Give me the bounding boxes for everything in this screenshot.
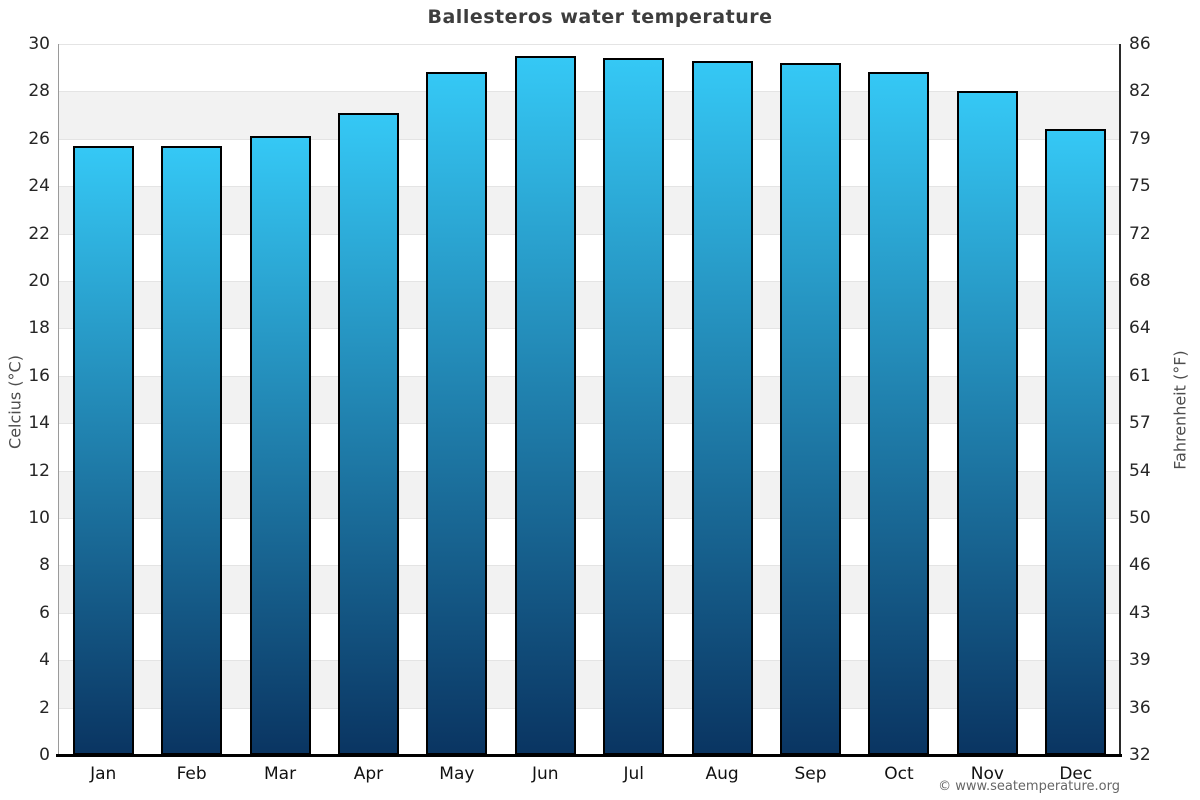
bar-jul[interactable] bbox=[603, 58, 665, 755]
y-axis-tick-fahrenheit: 72 bbox=[1129, 223, 1151, 244]
x-axis-label: Nov bbox=[970, 764, 1004, 784]
y-axis-tick-celsius: 18 bbox=[28, 318, 50, 339]
copyright-credit: © www.seatemperature.org bbox=[938, 779, 1120, 794]
y-axis-tick-fahrenheit: 39 bbox=[1129, 650, 1151, 671]
x-axis-label: Feb bbox=[176, 764, 207, 784]
bar-dec[interactable] bbox=[1045, 129, 1107, 755]
plot-band bbox=[59, 612, 1120, 661]
gridline bbox=[59, 138, 1120, 140]
x-axis-label: Apr bbox=[353, 764, 384, 784]
x-axis-label: Aug bbox=[705, 764, 739, 784]
plot-band bbox=[59, 138, 1120, 187]
plot-band bbox=[59, 375, 1120, 424]
gridline bbox=[59, 281, 1120, 282]
gridline bbox=[59, 660, 1120, 662]
plot-band bbox=[59, 565, 1120, 613]
x-axis-label: Oct bbox=[884, 764, 914, 784]
y-axis-tick-celsius: 20 bbox=[28, 271, 50, 291]
x-axis-label: Jun bbox=[532, 764, 559, 784]
y-axis-tick-celsius: 16 bbox=[28, 365, 50, 386]
y-axis-tick-celsius: 14 bbox=[28, 413, 50, 434]
x-axis-label: Mar bbox=[263, 764, 297, 784]
y-axis-tick-celsius: 6 bbox=[39, 602, 50, 623]
plot-band bbox=[59, 186, 1120, 234]
bar-jun[interactable] bbox=[514, 55, 576, 755]
y-axis-tick-celsius: 22 bbox=[28, 223, 50, 244]
plot-band bbox=[59, 707, 1120, 755]
x-axis-label: Sep bbox=[794, 764, 827, 784]
y-axis-title-right: Fahrenheit (°F) bbox=[1170, 350, 1190, 470]
bar-apr[interactable] bbox=[337, 112, 399, 755]
y-axis-tick-fahrenheit: 57 bbox=[1129, 413, 1151, 434]
y-axis-tick-celsius: 4 bbox=[39, 650, 50, 671]
gridline bbox=[59, 91, 1120, 93]
y-axis-tick-celsius: 28 bbox=[28, 81, 50, 102]
gridline bbox=[59, 470, 1120, 472]
chart-title: Ballesteros water temperature bbox=[427, 6, 773, 28]
plot-band bbox=[59, 518, 1120, 566]
plot-band bbox=[59, 470, 1120, 518]
plot-band bbox=[59, 281, 1120, 329]
gridline bbox=[59, 328, 1120, 330]
y-axis-tick-fahrenheit: 54 bbox=[1129, 460, 1151, 481]
bar-mar[interactable] bbox=[249, 136, 311, 755]
gridline bbox=[59, 186, 1120, 188]
y-axis-tick-fahrenheit: 32 bbox=[1129, 745, 1151, 765]
gridline bbox=[59, 375, 1120, 377]
bar-sep[interactable] bbox=[780, 62, 842, 755]
y-axis-tick-fahrenheit: 61 bbox=[1129, 365, 1151, 386]
gridline bbox=[59, 565, 1120, 567]
bar-may[interactable] bbox=[426, 72, 488, 755]
bar-oct[interactable] bbox=[868, 72, 930, 755]
gridline bbox=[59, 518, 1120, 519]
gridline bbox=[59, 233, 1120, 235]
plot-band bbox=[59, 44, 1120, 92]
x-axis-label: Jan bbox=[90, 764, 117, 784]
plot-band bbox=[59, 233, 1120, 281]
y-axis-tick-fahrenheit: 50 bbox=[1129, 508, 1151, 528]
y-axis-tick-celsius: 30 bbox=[28, 34, 50, 54]
gridline bbox=[59, 707, 1120, 709]
y-axis-tick-fahrenheit: 82 bbox=[1129, 81, 1151, 102]
bar-feb[interactable] bbox=[161, 145, 223, 755]
y-axis-tick-celsius: 12 bbox=[28, 460, 50, 481]
y-axis-line-left bbox=[58, 44, 59, 755]
x-axis-line bbox=[56, 754, 1122, 757]
plot-area bbox=[59, 44, 1120, 755]
y-axis-tick-fahrenheit: 64 bbox=[1129, 318, 1151, 339]
bar-nov[interactable] bbox=[956, 91, 1018, 755]
gridline bbox=[59, 423, 1120, 425]
y-axis-tick-celsius: 24 bbox=[28, 176, 50, 197]
y-axis-tick-celsius: 10 bbox=[28, 508, 50, 528]
bar-jan[interactable] bbox=[72, 145, 134, 755]
plot-band bbox=[59, 660, 1120, 708]
x-axis-label: May bbox=[439, 764, 475, 784]
y-axis-tick-fahrenheit: 79 bbox=[1129, 128, 1151, 149]
x-axis-label: Jul bbox=[623, 764, 644, 784]
y-axis-tick-celsius: 8 bbox=[39, 555, 50, 576]
y-axis-tick-celsius: 26 bbox=[28, 128, 50, 149]
y-axis-tick-fahrenheit: 36 bbox=[1129, 697, 1151, 718]
plot-band bbox=[59, 423, 1120, 471]
y-axis-tick-fahrenheit: 75 bbox=[1129, 176, 1151, 197]
x-axis-label: Dec bbox=[1059, 764, 1093, 784]
y-axis-tick-fahrenheit: 46 bbox=[1129, 555, 1151, 576]
y-axis-line-right bbox=[1119, 44, 1121, 755]
y-axis-tick-celsius: 0 bbox=[39, 745, 50, 765]
gridline bbox=[59, 612, 1120, 614]
y-axis-tick-celsius: 2 bbox=[39, 697, 50, 718]
y-axis-tick-fahrenheit: 43 bbox=[1129, 602, 1151, 623]
y-axis-tick-fahrenheit: 68 bbox=[1129, 271, 1151, 291]
plot-band bbox=[59, 91, 1120, 139]
bar-aug[interactable] bbox=[691, 60, 753, 755]
y-axis-tick-fahrenheit: 86 bbox=[1129, 34, 1151, 54]
plot-band bbox=[59, 328, 1120, 376]
gridline bbox=[59, 44, 1120, 45]
